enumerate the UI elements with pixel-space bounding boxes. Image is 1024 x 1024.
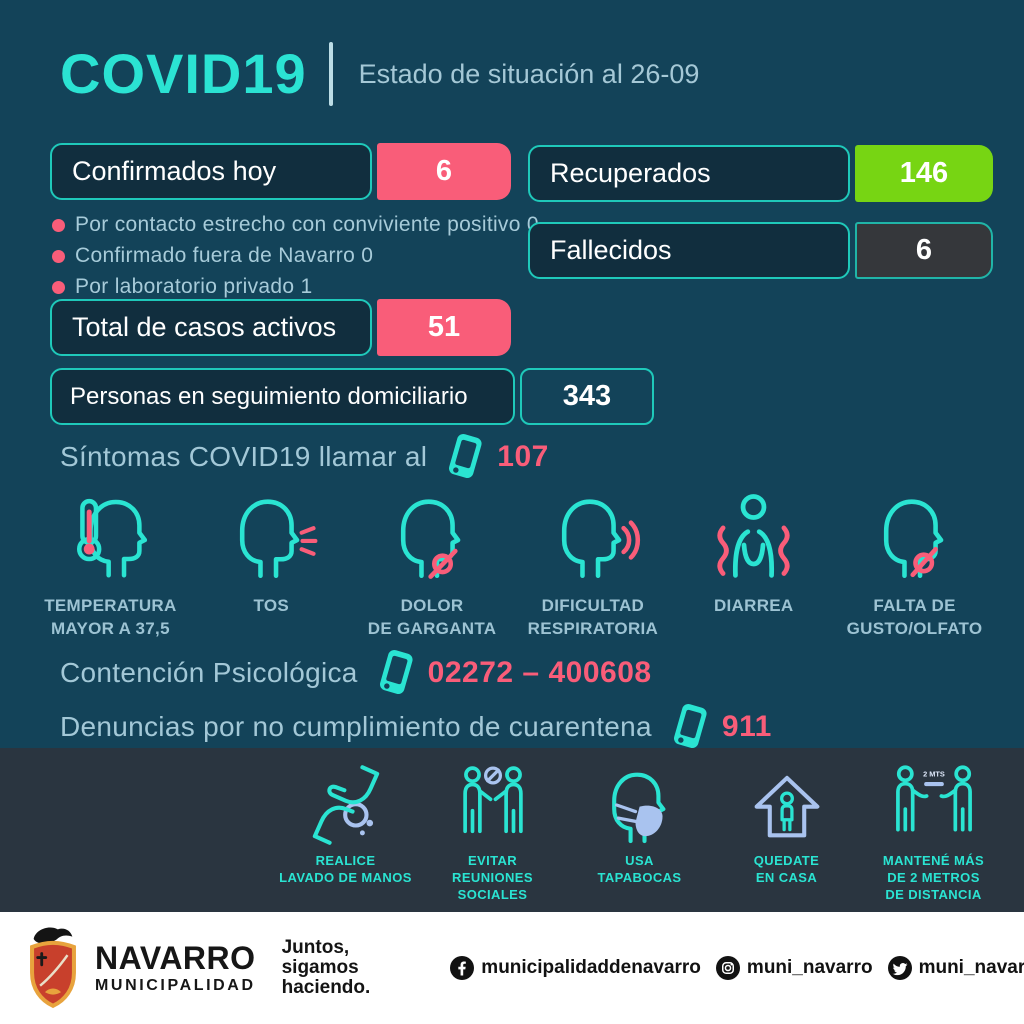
- hotline-number: 02272 – 400608: [427, 656, 652, 689]
- symptom-cough: TOS: [191, 487, 352, 641]
- twitter-icon: [887, 956, 912, 980]
- hotline-contencion: Contención Psicológica 02272 – 400608: [60, 648, 652, 698]
- symptom-breathing: DIFICULTAD RESPIRATORIA: [512, 487, 673, 641]
- stat-value: 6: [855, 222, 993, 279]
- reminder-label: MANTENÉ MÁS DE 2 METROS DE DISTANCIA: [882, 853, 985, 902]
- reminder-no-gatherings: EVITAR REUNIONES SOCIALES: [419, 758, 566, 904]
- phone-icon: [673, 704, 707, 748]
- stat-fallecidos: Fallecidos 6: [528, 222, 993, 279]
- hotline-number: 107: [497, 440, 549, 473]
- reminder-label: EVITAR REUNIONES SOCIALES: [452, 853, 533, 902]
- header: COVID19 Estado de situación al 26-09: [60, 42, 699, 106]
- breakdown-text: Confirmado fuera de Navarro 0: [75, 244, 374, 267]
- hand-washing-icon: [303, 758, 389, 846]
- symptom-label: TEMPERATURA MAYOR A 37,5: [44, 596, 177, 638]
- social-row: municipalidaddenavarro muni_navarro muni…: [450, 956, 1024, 980]
- stat-value: 343: [520, 368, 654, 425]
- phone-icon: [379, 650, 413, 694]
- stat-seguimiento-domiciliario: Personas en seguimiento domiciliario 343: [50, 368, 654, 425]
- hotline-label: Denuncias por no cumplimiento de cuarent…: [60, 711, 652, 742]
- diarrhea-body-icon: [706, 487, 801, 583]
- stat-confirmados-hoy: Confirmados hoy 6: [50, 143, 511, 200]
- instagram-icon: [715, 956, 740, 980]
- reminder-label: REALICE LAVADO DE MANOS: [279, 853, 412, 885]
- reminder-row: REALICE LAVADO DE MANOS: [272, 758, 1007, 904]
- reminder-bar: RECORDÁ REALICE LAVADO DE MANOS: [0, 748, 1024, 912]
- loss-taste-smell-icon: [867, 487, 963, 583]
- hotline-denuncias: Denuncias por no cumplimiento de cuarent…: [60, 702, 772, 752]
- symptom-label: FALTA DE GUSTO/OLFATO: [846, 596, 983, 638]
- case-breakdown-list: Por contacto estrecho con conviviente po…: [52, 213, 539, 299]
- phone-icon: [449, 434, 482, 478]
- slogan: Juntos, sigamos haciendo.: [281, 937, 371, 998]
- org-subtitle: MUNICIPALIDAD: [95, 976, 256, 994]
- page-title: COVID19: [60, 42, 307, 105]
- stat-label: Personas en seguimiento domiciliario: [50, 368, 515, 425]
- stat-label: Total de casos activos: [50, 299, 372, 356]
- symptom-loss-taste: FALTA DE GUSTO/OLFATO: [834, 487, 995, 641]
- stat-recuperados: Recuperados 146: [528, 145, 993, 202]
- reminder-keep-distance: 2 MTS MANTENÉ MÁS DE 2 METROS DE DISTANC…: [860, 758, 1007, 904]
- symptom-label: DIARREA: [713, 596, 794, 615]
- symptom-sore-throat: DOLOR DE GARGANTA: [352, 487, 513, 641]
- hotline-label: Síntomas COVID19 llamar al: [60, 441, 428, 472]
- list-item: Confirmado fuera de Navarro 0: [52, 244, 539, 268]
- breakdown-text: Por laboratorio privado 1: [75, 275, 313, 298]
- social-handle: municipalidaddenavarro: [481, 957, 701, 978]
- social-facebook: municipalidaddenavarro: [450, 956, 701, 980]
- fever-head-icon: [58, 487, 162, 583]
- bullet-dot-icon: [52, 218, 65, 232]
- symptom-label: DIFICULTAD RESPIRATORIA: [527, 596, 659, 638]
- symptom-fever: TEMPERATURA MAYOR A 37,5: [30, 487, 191, 641]
- footer: NAVARRO MUNICIPALIDAD Juntos, sigamos ha…: [0, 912, 1024, 1024]
- reminder-stay-home: QUEDATE EN CASA: [713, 758, 860, 904]
- stat-value: 51: [377, 299, 511, 356]
- org-name: NAVARRO: [95, 939, 256, 976]
- symptom-diarrhea: DIARREA: [673, 487, 834, 641]
- stat-label: Recuperados: [528, 145, 850, 202]
- hotline-sintomas: Síntomas COVID19 llamar al 107: [60, 432, 549, 482]
- stat-value: 6: [377, 143, 511, 200]
- title-divider: [328, 42, 333, 106]
- bullet-dot-icon: [52, 280, 65, 294]
- face-mask-icon: [597, 758, 683, 846]
- hotline-label: Contención Psicológica: [60, 657, 358, 688]
- symptoms-row: TEMPERATURA MAYOR A 37,5 TOS: [30, 487, 995, 641]
- reminder-label: USA TAPABOCAS: [597, 853, 682, 885]
- list-item: Por contacto estrecho con conviviente po…: [52, 213, 539, 237]
- page-subtitle: Estado de situación al 26-09: [358, 58, 700, 89]
- reminder-face-mask: USA TAPABOCAS: [566, 758, 713, 904]
- symptom-label: TOS: [253, 596, 290, 615]
- no-social-gatherings-icon: [450, 758, 536, 846]
- keep-distance-icon: 2 MTS: [884, 758, 984, 846]
- stat-casos-activos: Total de casos activos 51: [50, 299, 511, 356]
- social-handle: muni_navarro: [746, 957, 873, 978]
- org-block: NAVARRO MUNICIPALIDAD: [95, 942, 256, 995]
- reminder-hand-washing: REALICE LAVADO DE MANOS: [272, 758, 419, 904]
- navarro-coat-of-arms: [30, 927, 76, 1009]
- reminder-label: QUEDATE EN CASA: [753, 853, 820, 885]
- cough-head-icon: [223, 487, 319, 583]
- list-item: Por laboratorio privado 1: [52, 275, 539, 299]
- hotline-number: 911: [721, 710, 772, 743]
- social-handle: muni_navarro: [918, 957, 1024, 978]
- social-instagram: muni_navarro: [715, 956, 873, 980]
- stat-label: Confirmados hoy: [50, 143, 372, 200]
- symptom-label: DOLOR DE GARGANTA: [367, 596, 497, 638]
- stat-value: 146: [855, 145, 993, 202]
- stat-label: Fallecidos: [528, 222, 850, 279]
- bullet-dot-icon: [52, 249, 65, 263]
- stay-home-icon: [744, 758, 830, 846]
- sore-throat-icon: [384, 487, 480, 583]
- social-twitter: muni_navarro: [887, 956, 1024, 980]
- breakdown-text: Por contacto estrecho con conviviente po…: [75, 213, 539, 236]
- distance-note: 2 MTS: [923, 769, 945, 778]
- breathing-difficulty-icon: [545, 487, 641, 583]
- facebook-icon: [450, 956, 475, 980]
